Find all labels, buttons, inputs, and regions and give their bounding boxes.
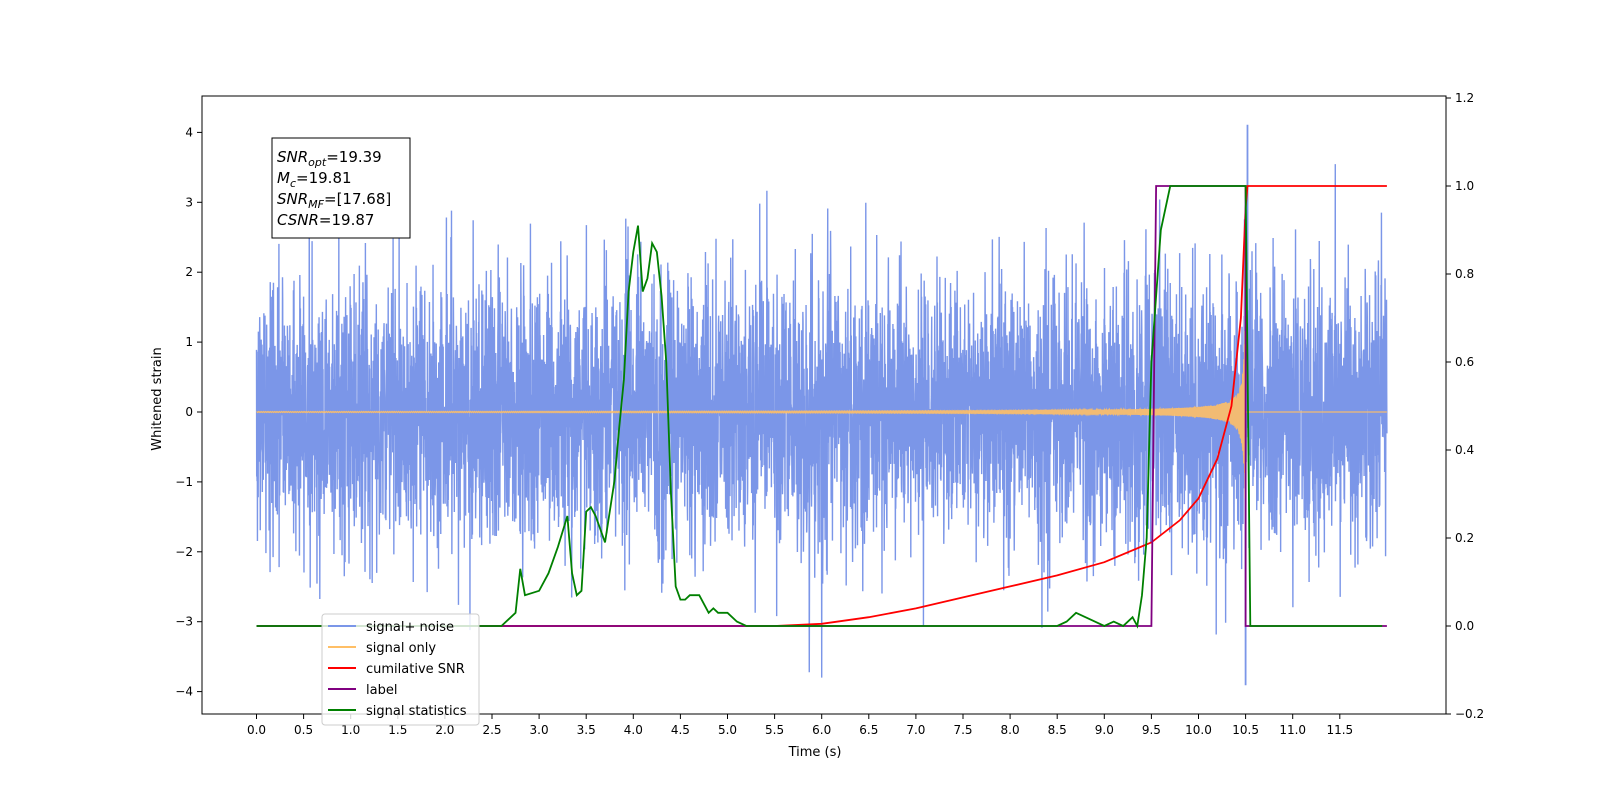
y2-tick-label: 0.4: [1455, 443, 1474, 457]
x-tick-label: 11.5: [1326, 723, 1353, 737]
x-tick-label: 8.0: [1001, 723, 1020, 737]
x-tick-label: 10.0: [1185, 723, 1212, 737]
series-line-signal-noise: [255, 124, 1388, 686]
series-line-cumilative-snr: [256, 185, 1387, 627]
y-tick-label: −3: [175, 615, 193, 629]
legend-label: signal+ noise: [366, 620, 454, 635]
y-tick-label: −4: [175, 685, 193, 699]
x-tick-label: 1.0: [341, 723, 360, 737]
legend-frame: [321, 613, 480, 726]
y2-tick-label: 0.8: [1455, 267, 1474, 281]
y-axis-label: Whitened strain: [150, 347, 165, 450]
annotation-line: SNRopt=19.39: [277, 148, 382, 169]
x-axis-label: Time (s): [788, 745, 842, 760]
x-tick-label: 7.0: [906, 723, 925, 737]
y-tick-label: −1: [175, 475, 193, 489]
y-tick-label: 3: [185, 195, 193, 209]
axes: 0.0 0.5 1.0 1.5 2.0 2.5 3.0 3.5 4.0 4.5 5.0 5.5 6.0 6…: [175, 91, 1484, 737]
x-tick-label: 6.5: [859, 723, 878, 737]
y2-tick-label: 0.6: [1455, 355, 1474, 369]
y-tick-label: 4: [185, 125, 193, 139]
series-line-signal-only: [256, 263, 1387, 499]
y-tick-label: 0: [185, 405, 193, 419]
x-tick-label: 4.5: [671, 723, 690, 737]
x-tick-label: 3.0: [530, 723, 549, 737]
x-tick-label: 11.0: [1279, 723, 1306, 737]
legend: signal+ noise signal only cumilative SNR la…: [321, 613, 480, 726]
annotation-line: CSNR=19.87: [277, 211, 374, 229]
annotation-line: Mc=19.81: [277, 169, 352, 190]
y-tick-label: −2: [175, 545, 193, 559]
series-line-signal-statistics: [256, 185, 1383, 629]
x-tick-label: 9.5: [1142, 723, 1161, 737]
plot-frame: [201, 95, 1447, 715]
x-tick-label: 3.5: [577, 723, 596, 737]
y2-tick-label: 1.0: [1455, 179, 1474, 193]
legend-label: signal only: [366, 641, 436, 656]
x-tick-label: 6.0: [812, 723, 831, 737]
x-tick-label: 2.5: [482, 723, 501, 737]
x-tick-label: 9.0: [1095, 723, 1114, 737]
annotation-frame: [271, 137, 411, 239]
y2-tick-label: −0.2: [1455, 707, 1484, 721]
x-tick-label: 1.5: [388, 723, 407, 737]
x-tick-label: 0.0: [247, 723, 266, 737]
plot-area: [255, 124, 1388, 686]
x-tick-label: 7.5: [953, 723, 972, 737]
x-tick-label: 5.0: [718, 723, 737, 737]
annotation-box: SNRopt=19.39Mc=19.81SNRMF=[17.68]CSNR=19…: [271, 137, 411, 239]
y2-tick-label: 0.2: [1455, 531, 1474, 545]
annotation-line: SNRMF=[17.68]: [277, 190, 391, 211]
y-tick-label: 2: [185, 265, 193, 279]
legend-label: signal statistics: [366, 704, 467, 719]
series-group: [255, 124, 1388, 686]
legend-label: label: [366, 683, 397, 698]
legend-label: cumilative SNR: [366, 662, 465, 677]
x-tick-label: 5.5: [765, 723, 784, 737]
x-tick-label: 0.5: [294, 723, 313, 737]
x-tick-label: 2.0: [435, 723, 454, 737]
x-tick-label: 8.5: [1048, 723, 1067, 737]
y2-tick-label: 1.2: [1455, 91, 1474, 105]
y2-tick-label: 0.0: [1455, 619, 1474, 633]
x-tick-label: 10.5: [1232, 723, 1259, 737]
x-tick-label: 4.0: [624, 723, 643, 737]
y-tick-label: 1: [185, 335, 193, 349]
